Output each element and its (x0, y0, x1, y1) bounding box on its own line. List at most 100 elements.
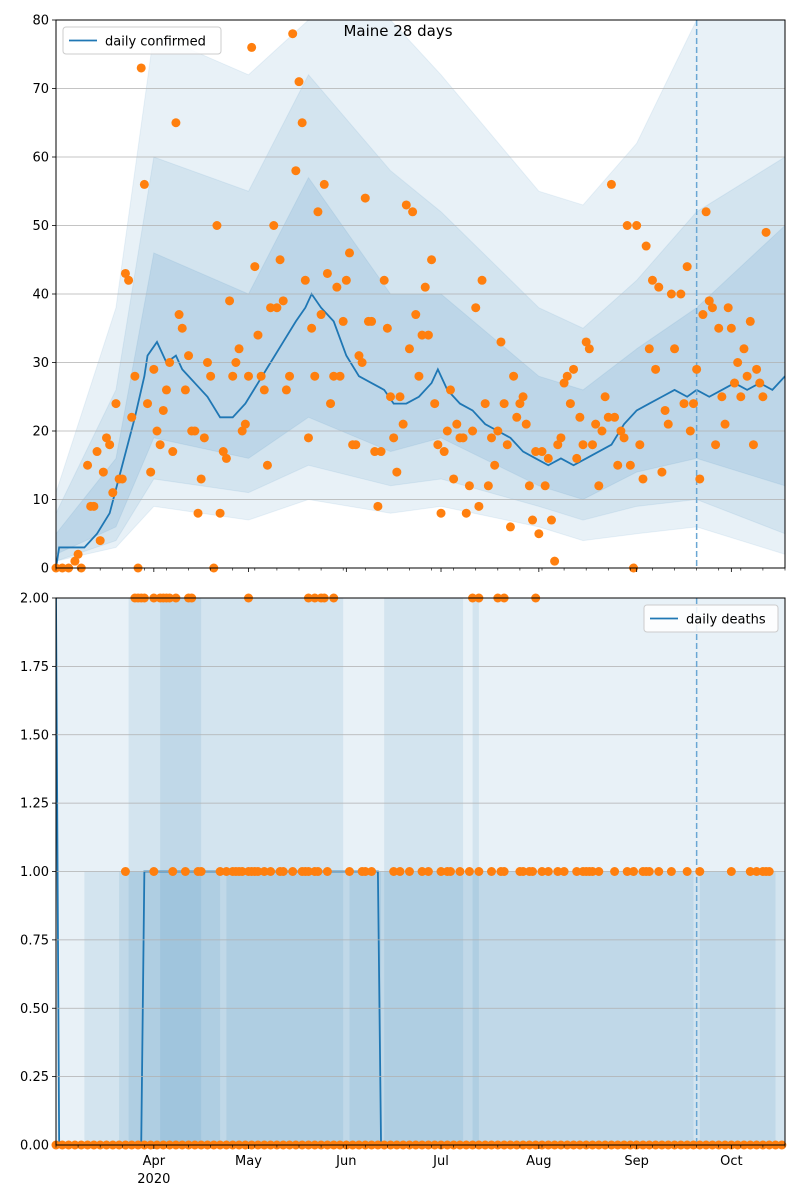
data-point (168, 867, 178, 876)
data-point (244, 371, 254, 381)
data-point (512, 412, 522, 422)
data-point (313, 207, 323, 217)
data-point (332, 282, 342, 292)
data-point (231, 358, 241, 367)
data-point (430, 399, 440, 409)
data-point (755, 378, 765, 388)
data-point (313, 867, 323, 876)
x-tick-label: Oct (720, 1154, 742, 1169)
data-point (127, 412, 137, 422)
data-point (256, 371, 266, 381)
y-tick-label: 1.25 (20, 797, 49, 812)
plot-area (56, 20, 785, 568)
data-point (695, 474, 705, 484)
data-point (528, 867, 538, 876)
data-point (326, 399, 336, 409)
data-point (360, 867, 370, 876)
data-point (635, 440, 645, 450)
data-point (386, 392, 396, 402)
y-tick-label: 40 (32, 288, 49, 303)
y-tick-label: 1.50 (20, 728, 49, 743)
data-point (644, 344, 654, 354)
data-point (720, 419, 730, 429)
chart-title: Maine 28 days (343, 22, 452, 40)
data-point (730, 378, 740, 388)
data-point (89, 501, 99, 511)
data-point (288, 29, 298, 39)
y-tick-label: 0 (41, 562, 49, 577)
data-point (758, 392, 768, 402)
data-point (562, 371, 572, 381)
data-point (158, 405, 168, 415)
data-point (679, 399, 689, 409)
data-point (149, 364, 159, 374)
data-point (376, 447, 386, 457)
data-point (474, 867, 484, 876)
data-point (682, 262, 692, 272)
data-point (108, 488, 118, 498)
data-point (540, 481, 550, 491)
data-point (338, 316, 348, 326)
data-point (307, 323, 317, 333)
data-point (622, 221, 632, 230)
data-point (259, 385, 269, 395)
data-point (124, 275, 134, 285)
data-point (382, 323, 392, 333)
data-point (193, 508, 203, 518)
data-point (329, 371, 339, 381)
y-tick-label: 70 (32, 82, 49, 97)
y-tick-label: 10 (32, 493, 49, 508)
legend-label: daily deaths (686, 613, 766, 628)
data-point (398, 419, 408, 429)
data-point (215, 867, 225, 876)
data-point (666, 867, 676, 876)
data-point (701, 207, 711, 217)
data-point (171, 118, 181, 128)
data-point (294, 77, 304, 87)
data-point (660, 405, 670, 415)
data-point (629, 867, 639, 876)
data-point (180, 385, 190, 395)
data-point (714, 323, 724, 333)
data-point (625, 460, 635, 470)
data-point (395, 867, 405, 876)
data-point (752, 364, 762, 374)
data-point (572, 867, 582, 876)
data-point (253, 867, 263, 876)
data-point (433, 440, 443, 450)
data-point (445, 385, 455, 395)
data-point (739, 344, 749, 354)
data-point (136, 63, 146, 73)
data-point (707, 303, 717, 313)
data-point (487, 433, 497, 443)
data-point (685, 426, 695, 436)
data-point (464, 867, 474, 876)
data-point (117, 474, 127, 484)
data-point (180, 867, 190, 876)
data-point (310, 371, 320, 381)
data-point (155, 440, 165, 450)
data-point (477, 275, 487, 285)
data-point (666, 289, 676, 299)
data-point (253, 330, 263, 340)
data-point (632, 221, 642, 230)
legend-box (62, 26, 222, 55)
data-point (572, 453, 582, 463)
data-point (745, 867, 755, 876)
data-point (578, 440, 588, 450)
data-point (423, 330, 433, 340)
data-point (367, 867, 377, 876)
data-point (704, 296, 714, 306)
data-point (228, 371, 238, 381)
data-point (319, 179, 329, 189)
y-tick-label: 80 (32, 14, 49, 29)
x-tick-label: Apr (143, 1154, 166, 1169)
data-point (464, 481, 474, 491)
data-point (502, 440, 512, 450)
data-point (202, 358, 212, 367)
data-point (357, 358, 367, 367)
data-point (748, 440, 758, 450)
data-point (515, 399, 525, 409)
data-point (550, 556, 560, 566)
data-point (212, 221, 222, 230)
